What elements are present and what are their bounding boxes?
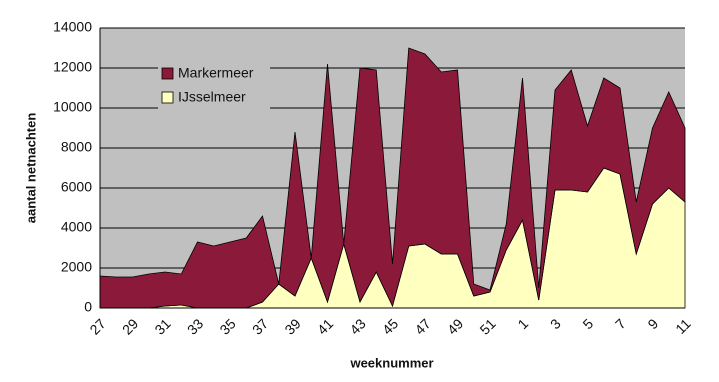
y-tick-label: 6000 — [61, 179, 92, 195]
y-tick-label: 10000 — [53, 99, 92, 115]
x-tick-label: 7 — [612, 315, 629, 332]
legend-swatch — [161, 67, 174, 80]
x-tick-label: 9 — [644, 315, 661, 332]
legend-box — [158, 62, 270, 110]
x-tick-label: 51 — [476, 315, 498, 337]
y-tick-label: 14000 — [53, 19, 92, 35]
x-tick-label: 37 — [249, 315, 271, 337]
y-tick-label: 12000 — [53, 59, 92, 75]
x-tick-label: 47 — [411, 315, 433, 337]
x-tick-label: 5 — [579, 315, 596, 332]
y-tick-label: 8000 — [61, 139, 92, 155]
x-tick-label: 45 — [379, 315, 401, 337]
x-tick-label: 27 — [86, 315, 108, 337]
x-tick-label: 35 — [216, 315, 238, 337]
x-tick-label: 3 — [547, 315, 564, 332]
y-axis-label: aantal netnachten — [23, 113, 38, 224]
x-tick-label: 33 — [184, 315, 206, 337]
x-tick-label: 31 — [151, 315, 173, 337]
legend-label: IJsselmeer — [178, 89, 246, 105]
x-tick-label: 43 — [346, 315, 368, 337]
x-tick-label: 29 — [119, 315, 141, 337]
legend-swatch — [161, 91, 174, 104]
y-tick-label: 4000 — [61, 219, 92, 235]
x-tick-label: 1 — [514, 315, 531, 332]
x-tick-label: 41 — [314, 315, 336, 337]
x-tick-label: 39 — [281, 315, 303, 337]
legend-label: Markermeer — [178, 65, 254, 81]
x-tick-label: 49 — [444, 315, 466, 337]
y-tick-label: 2000 — [61, 259, 92, 275]
y-tick-label: 0 — [84, 299, 92, 315]
area — [99, 47, 686, 309]
x-tick-label: 11 — [672, 315, 694, 337]
x-axis-label: weeknummer — [349, 355, 433, 370]
